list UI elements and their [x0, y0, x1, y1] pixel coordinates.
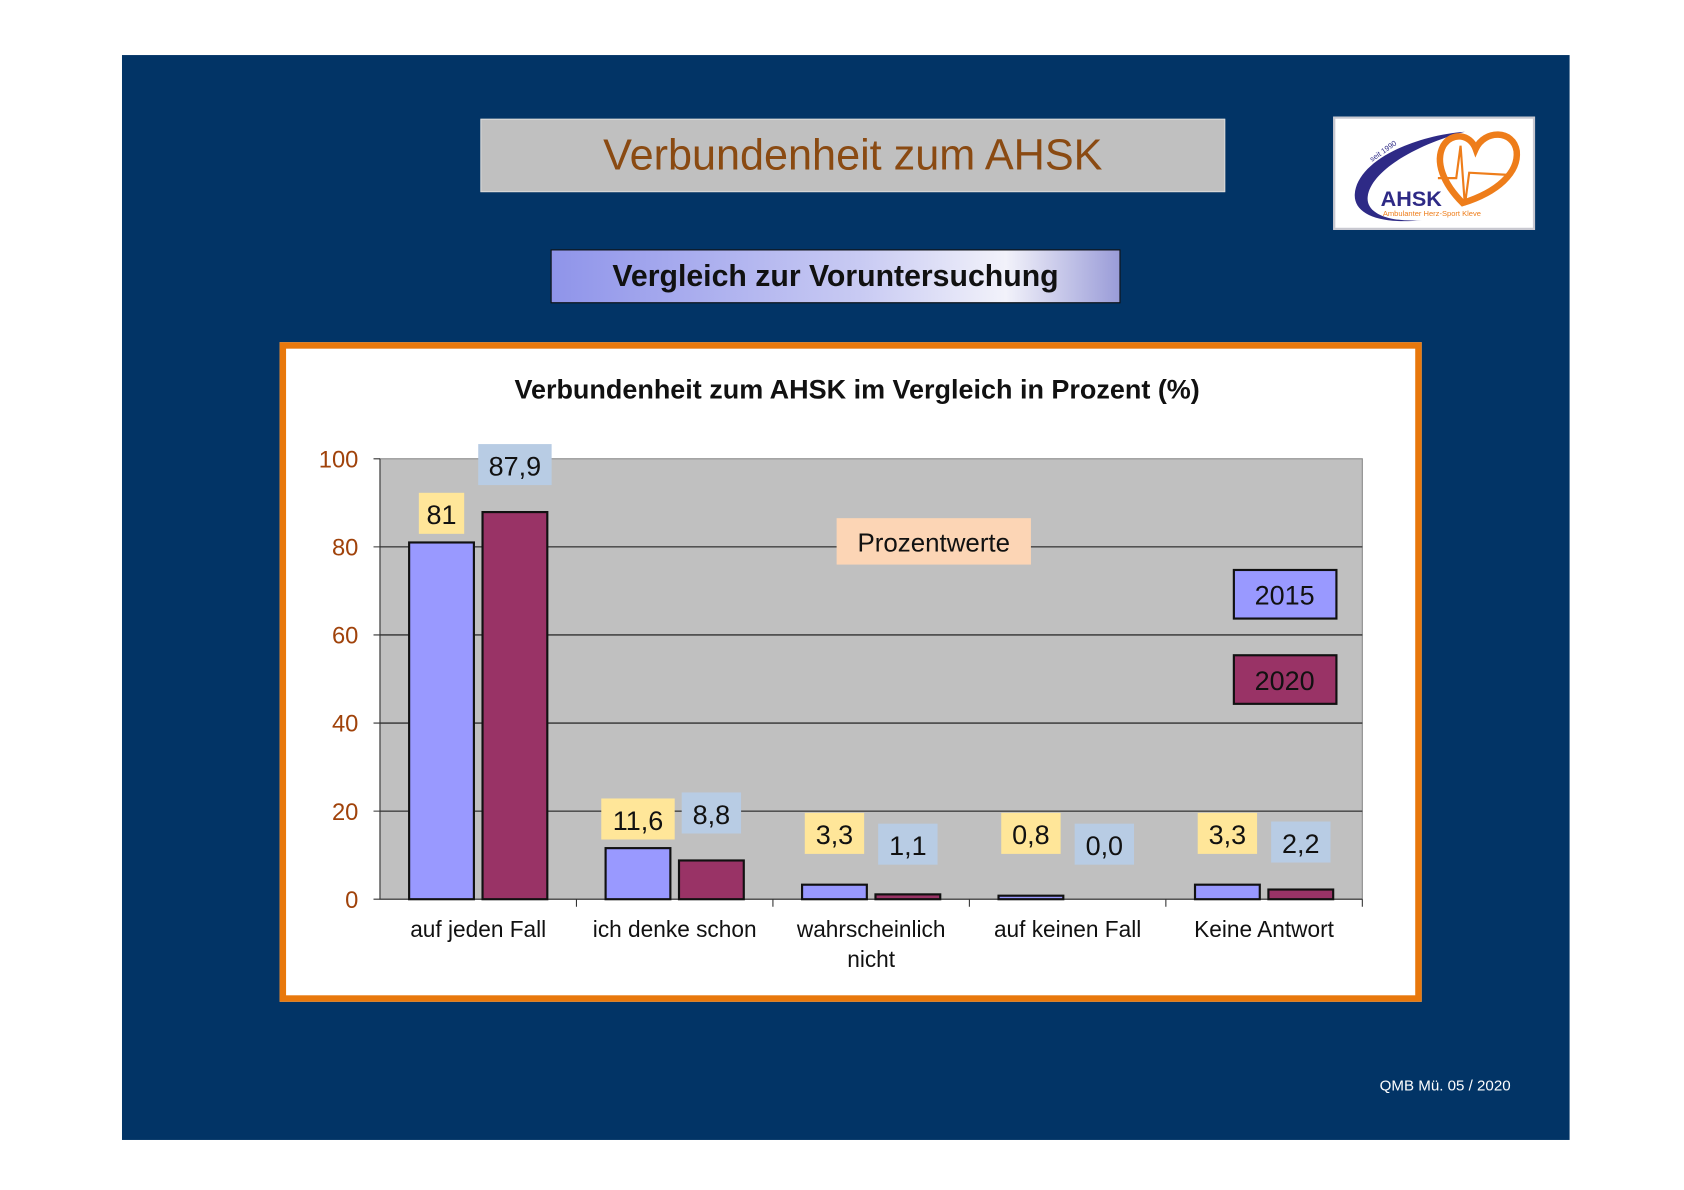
chart-frame: Verbundenheit zum AHSK im Vergleich in P… [279, 342, 1422, 1002]
data-label-bg [1271, 821, 1331, 863]
data-label-bg [601, 798, 675, 840]
slide-title: Verbundenheit zum AHSK [480, 118, 1226, 193]
data-label: 81 [427, 500, 457, 530]
bar-2015 [997, 894, 1065, 901]
bar-2020 [677, 859, 745, 901]
x-tick-label: nicht [847, 946, 896, 972]
y-tick-label: 0 [345, 888, 358, 914]
x-tick-label: auf keinen Fall [994, 916, 1141, 942]
bar-2015 [1193, 883, 1261, 901]
legend-swatch-2020 [1232, 654, 1338, 705]
y-tick-label: 60 [332, 624, 358, 650]
footer-credit: QMB Mü. 05 / 2020 [1379, 1076, 1511, 1094]
data-label: 11,6 [613, 806, 664, 836]
data-label-bg [1197, 812, 1258, 854]
data-label-bg [681, 792, 742, 834]
x-tick-label: wahrscheinlich [796, 916, 946, 942]
data-label: 1,1 [889, 831, 926, 861]
legend-label: 2015 [1255, 581, 1315, 611]
data-label: 87,9 [489, 451, 542, 481]
data-label-bg [1001, 812, 1061, 854]
data-label-bg [878, 823, 938, 865]
data-label: 3,3 [816, 820, 853, 850]
chart-title: Verbundenheit zum AHSK im Vergleich in P… [514, 374, 1199, 404]
annotation-box [836, 518, 1031, 565]
data-label-bg [418, 492, 465, 534]
annotation-text: Prozentwerte [857, 530, 1010, 558]
bar-2020 [481, 511, 549, 901]
data-label: 3,3 [1209, 820, 1247, 850]
data-label-bg [478, 444, 552, 486]
subtitle-box: Vergleich zur Voruntersuchung [550, 249, 1121, 304]
legend-label: 2020 [1255, 666, 1315, 696]
bar-2015 [800, 883, 868, 901]
bar-chart: Verbundenheit zum AHSK im Vergleich in P… [319, 374, 1363, 972]
x-tick-label: auf jeden Fall [410, 916, 546, 942]
logo-tagline: Ambulanter Herz-Sport Kleve [1383, 209, 1481, 218]
x-tick-label: ich denke schon [593, 916, 757, 942]
x-tick-label: Keine Antwort [1194, 916, 1335, 942]
data-label-bg [804, 812, 865, 854]
ahsk-logo: AHSK Ambulanter Herz-Sport Kleve seit 19… [1333, 116, 1536, 230]
y-tick-label: 80 [332, 536, 358, 562]
bar-2015 [604, 847, 672, 901]
y-tick-label: 40 [332, 712, 358, 738]
bar-2020 [1267, 888, 1335, 901]
legend-swatch-2015 [1232, 568, 1338, 620]
data-label: 0,8 [1012, 820, 1050, 850]
bar-2020 [874, 893, 942, 901]
y-tick-label: 100 [319, 447, 359, 473]
data-label: 2,2 [1282, 829, 1320, 859]
data-label: 0,0 [1086, 831, 1124, 861]
data-label: 8,8 [693, 800, 730, 830]
logo-text: AHSK [1381, 186, 1443, 211]
data-label-bg [1074, 823, 1135, 865]
bar-2015 [408, 541, 475, 901]
y-tick-label: 20 [332, 800, 358, 826]
